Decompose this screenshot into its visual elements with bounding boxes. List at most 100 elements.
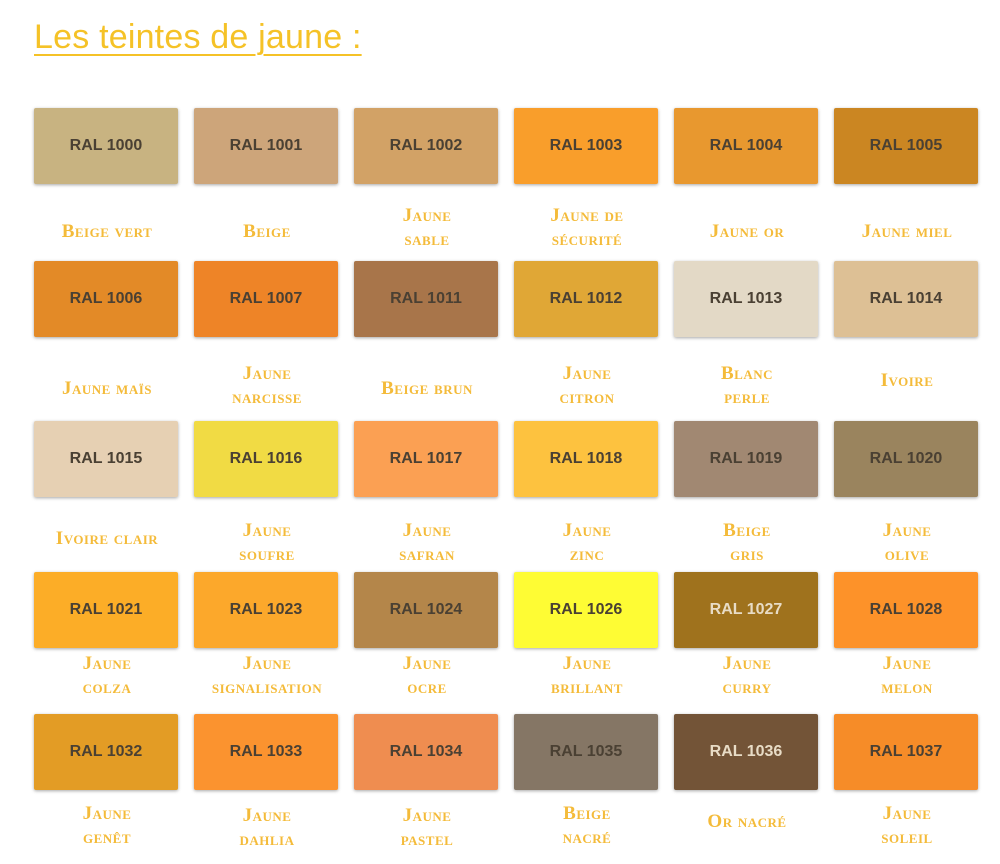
color-name: Blanc perle [654, 362, 840, 410]
color-name: Jaune curry [654, 652, 840, 700]
ral-code: RAL 1005 [869, 137, 943, 154]
ral-code: RAL 1021 [69, 601, 143, 618]
color-swatch: RAL 1019 [674, 421, 818, 497]
ral-code: RAL 1024 [389, 601, 463, 618]
ral-code: RAL 1034 [389, 743, 463, 760]
color-name-line: safran [399, 544, 455, 565]
color-name-line: curry [722, 677, 772, 698]
color-name-line: Jaune [562, 363, 612, 384]
color-name-line: signalisation [211, 677, 323, 698]
ral-code: RAL 1015 [69, 450, 143, 467]
color-name: Jaune soleil [814, 802, 1000, 850]
color-name-line: Jaune [402, 653, 452, 674]
ral-code: RAL 1016 [229, 450, 303, 467]
color-name: Jaune genêt [14, 802, 200, 850]
color-name: Jaune ocre [334, 652, 520, 700]
color-swatch: RAL 1000 [34, 108, 178, 184]
color-swatch: RAL 1032 [34, 714, 178, 790]
color-name-line: zinc [569, 544, 605, 565]
color-name-line: Beige [563, 803, 611, 824]
color-name-line: narcisse [232, 387, 302, 408]
color-swatch: RAL 1002 [354, 108, 498, 184]
color-name-line: Jaune [882, 803, 932, 824]
color-swatch: RAL 1017 [354, 421, 498, 497]
color-swatch: RAL 1023 [194, 572, 338, 648]
color-name-line: Jaune miel [861, 221, 953, 242]
color-swatch: RAL 1011 [354, 261, 498, 337]
ral-code: RAL 1037 [869, 743, 943, 760]
color-swatch: RAL 1027 [674, 572, 818, 648]
color-swatch: RAL 1006 [34, 261, 178, 337]
ral-code: RAL 1018 [549, 450, 623, 467]
color-name-line: Jaune [82, 803, 132, 824]
color-name-line: Jaune [242, 805, 292, 826]
ral-code: RAL 1023 [229, 601, 303, 618]
color-name-line: Jaune [242, 653, 292, 674]
color-name-line: dahlia [239, 829, 295, 850]
color-name: Jaune zinc [494, 519, 680, 567]
color-swatch: RAL 1016 [194, 421, 338, 497]
color-swatch: RAL 1035 [514, 714, 658, 790]
ral-code: RAL 1014 [869, 290, 943, 307]
color-name-line: genêt [82, 827, 131, 848]
color-name-line: Jaune [882, 653, 932, 674]
color-swatch: RAL 1005 [834, 108, 978, 184]
color-swatch: RAL 1003 [514, 108, 658, 184]
color-name: Jaune signalisation [174, 652, 360, 700]
color-name-line: pastel [400, 829, 454, 850]
color-name-line: nacré [562, 827, 612, 848]
color-name: Jaune citron [494, 362, 680, 410]
color-name-line: gris [730, 544, 764, 565]
color-swatch: RAL 1037 [834, 714, 978, 790]
color-name: Jaune colza [14, 652, 200, 700]
color-swatch: RAL 1007 [194, 261, 338, 337]
color-name-line: melon [881, 677, 933, 698]
color-name-line: citron [559, 387, 615, 408]
color-name: Beige nacré [494, 802, 680, 850]
color-name: Jaune or [654, 220, 840, 244]
color-name-line: Jaune [402, 805, 452, 826]
color-name-line: Jaune de [550, 205, 624, 226]
color-name: Jaune miel [814, 220, 1000, 244]
ral-code: RAL 1035 [549, 743, 623, 760]
ral-code: RAL 1006 [69, 290, 143, 307]
color-name-line: Jaune maïs [61, 378, 153, 399]
ral-code: RAL 1007 [229, 290, 303, 307]
color-swatch: RAL 1024 [354, 572, 498, 648]
ral-code: RAL 1012 [549, 290, 623, 307]
color-name-line: Jaune [562, 653, 612, 674]
color-name: Ivoire clair [14, 527, 200, 551]
ral-code: RAL 1017 [389, 450, 463, 467]
color-name-line: soufre [239, 544, 295, 565]
color-name-line: Jaune [242, 520, 292, 541]
color-swatch: RAL 1015 [34, 421, 178, 497]
color-name-line: Jaune [82, 653, 132, 674]
ral-code: RAL 1028 [869, 601, 943, 618]
color-name: Jaune safran [334, 519, 520, 567]
color-name-line: Jaune [402, 520, 452, 541]
ral-code: RAL 1002 [389, 137, 463, 154]
ral-code: RAL 1033 [229, 743, 303, 760]
color-name-line: sécurité [551, 229, 623, 250]
color-name-line: colza [82, 677, 132, 698]
color-name: Jaune brillant [494, 652, 680, 700]
ral-code: RAL 1004 [709, 137, 783, 154]
color-swatch: RAL 1026 [514, 572, 658, 648]
color-swatch: RAL 1020 [834, 421, 978, 497]
color-name-line: Jaune [402, 205, 452, 226]
color-name: Jaune dahlia [174, 804, 360, 852]
ral-code: RAL 1000 [69, 137, 143, 154]
ral-code: RAL 1013 [709, 290, 783, 307]
color-name: Jaune soufre [174, 519, 360, 567]
color-swatch: RAL 1028 [834, 572, 978, 648]
color-swatch: RAL 1004 [674, 108, 818, 184]
color-name-line: Jaune [242, 363, 292, 384]
color-name-line: ocre [407, 677, 447, 698]
ral-code: RAL 1032 [69, 743, 143, 760]
color-name: Beige vert [14, 220, 200, 244]
color-swatch: RAL 1033 [194, 714, 338, 790]
color-name: Or nacré [654, 810, 840, 834]
color-name-line: olive [884, 544, 930, 565]
color-name-line: sable [404, 229, 450, 250]
color-name: Jaune maïs [14, 377, 200, 401]
